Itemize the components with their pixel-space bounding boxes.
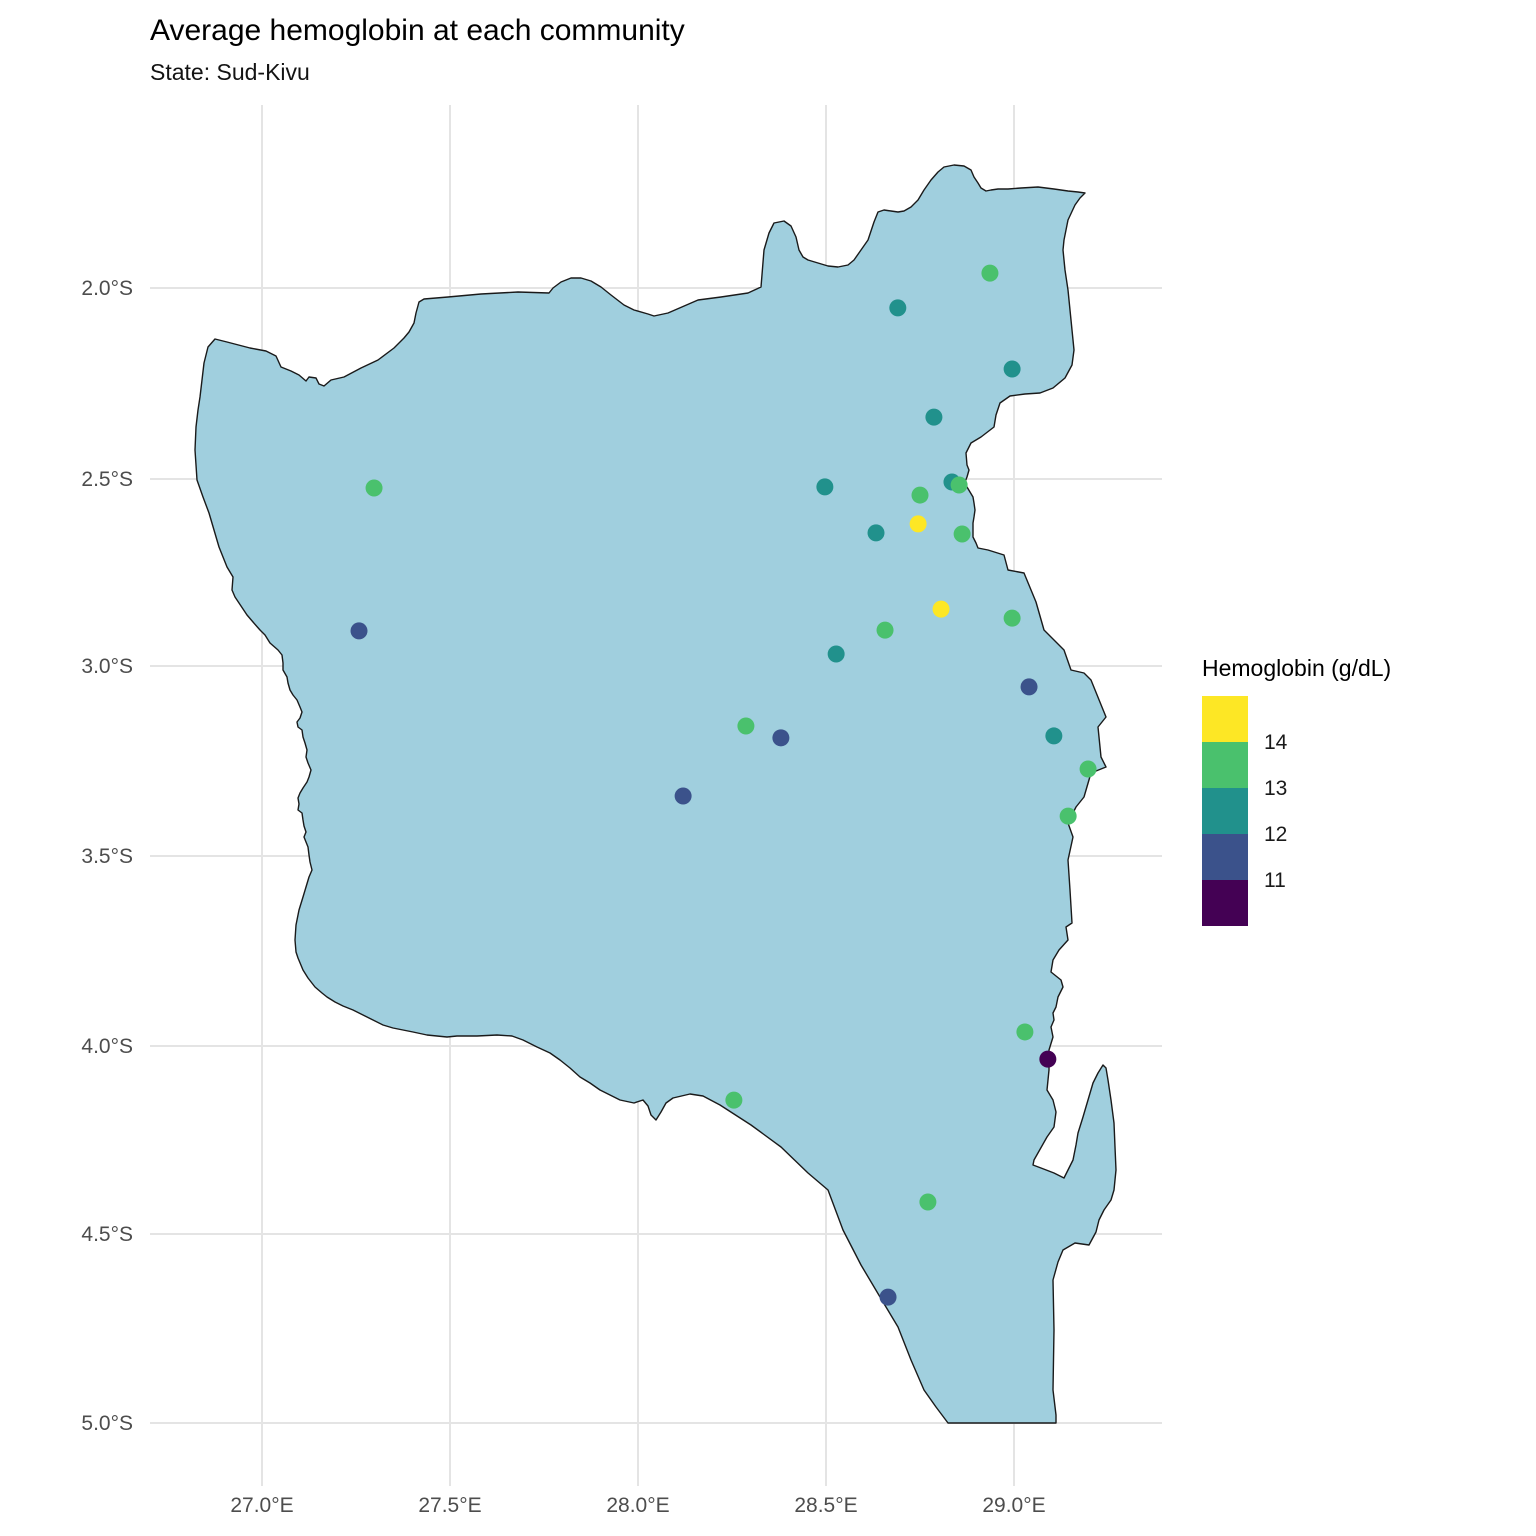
- x-tick-label: 28.5°E: [794, 1494, 857, 1517]
- community-point: [1045, 727, 1063, 745]
- community-point: [737, 717, 755, 735]
- legend: Hemoglobin (g/dL) 14 13 12 11: [1202, 655, 1532, 936]
- y-tick-label: 3.0°S: [81, 655, 133, 678]
- community-point: [1003, 360, 1021, 378]
- community-point: [827, 645, 845, 663]
- community-point: [876, 621, 894, 639]
- community-point: [1079, 760, 1097, 778]
- community-point: [1020, 678, 1038, 696]
- x-tick-label: 28.0°E: [606, 1494, 669, 1517]
- legend-title: Hemoglobin (g/dL): [1202, 655, 1392, 681]
- x-tick-label: 27.5°E: [418, 1494, 481, 1517]
- legend-tick-label: 14: [1264, 731, 1288, 754]
- community-point: [889, 299, 907, 317]
- x-tick-label: 27.0°E: [230, 1494, 293, 1517]
- community-point: [981, 264, 999, 282]
- community-point: [1059, 807, 1077, 825]
- community-point: [950, 476, 968, 494]
- community-point: [867, 524, 885, 542]
- x-tick-label: 29.0°E: [982, 1494, 1045, 1517]
- community-point: [879, 1288, 897, 1306]
- community-point: [909, 515, 927, 533]
- community-point: [1016, 1023, 1034, 1041]
- community-point: [911, 486, 929, 504]
- legend-tick-label: 13: [1264, 777, 1288, 800]
- legend-colorbar: 14 13 12 11: [1202, 696, 1502, 936]
- legend-swatch-gt14: [1202, 696, 1248, 742]
- y-tick-label: 2.0°S: [81, 277, 133, 300]
- legend-tick-label: 11: [1264, 869, 1286, 892]
- community-point: [816, 478, 834, 496]
- y-tick-label: 4.5°S: [81, 1223, 133, 1246]
- legend-swatch-lt11: [1202, 880, 1248, 926]
- legend-tick-label: 12: [1264, 823, 1288, 846]
- community-point: [953, 525, 971, 543]
- y-tick-label: 5.0°S: [81, 1412, 133, 1435]
- community-point: [925, 408, 943, 426]
- y-tick-label: 4.0°S: [81, 1035, 133, 1058]
- community-point: [365, 479, 383, 497]
- legend-swatch-11to12: [1202, 834, 1248, 880]
- y-tick-label: 3.5°S: [81, 845, 133, 868]
- legend-swatch-12to13: [1202, 788, 1248, 834]
- plot-title: Average hemoglobin at each community: [150, 14, 685, 47]
- community-point: [772, 729, 790, 747]
- community-point: [932, 600, 950, 618]
- plot-subtitle: State: Sud-Kivu: [150, 59, 310, 85]
- community-point: [919, 1193, 937, 1211]
- community-point: [1039, 1050, 1057, 1068]
- community-point: [674, 787, 692, 805]
- community-point: [725, 1091, 743, 1109]
- community-point: [350, 622, 368, 640]
- province-shape: [194, 164, 1117, 1424]
- legend-swatch-13to14: [1202, 742, 1248, 788]
- community-point: [1003, 609, 1021, 627]
- y-tick-label: 2.5°S: [81, 468, 133, 491]
